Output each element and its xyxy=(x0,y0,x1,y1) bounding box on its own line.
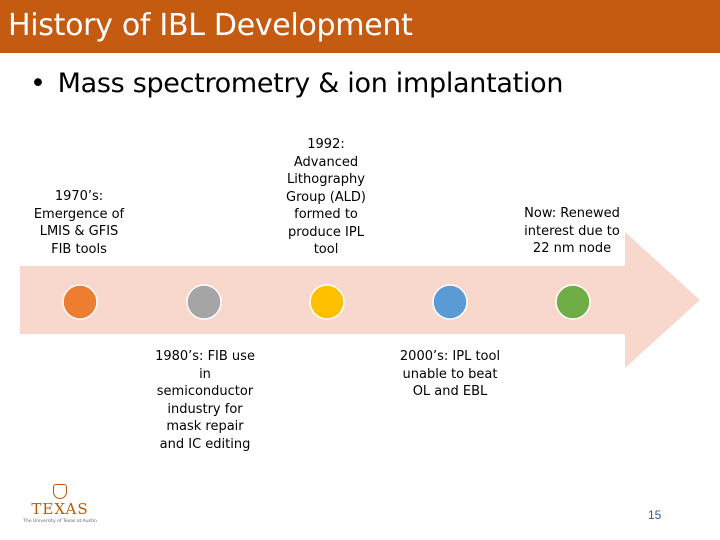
crest-icon xyxy=(53,484,67,499)
event-label-1980: 1980’s: FIB use in semiconductor industr… xyxy=(155,349,255,452)
slide-title: History of IBL Development xyxy=(8,8,413,43)
event-label-2000: 2000’s: IPL tool unable to beat OL and E… xyxy=(399,349,501,399)
university-logo: TEXAS The University of Texas at Austin xyxy=(20,484,100,528)
event-label-now: Now: Renewed interest due to 22 nm node xyxy=(524,206,620,256)
timeline-arrow xyxy=(20,232,700,368)
timeline-dot-now xyxy=(555,284,591,320)
logo-subtitle: The University of Texas at Austin xyxy=(23,519,97,524)
page-number: 15 xyxy=(648,508,662,522)
timeline-dot-1980 xyxy=(186,284,222,320)
timeline-dot-1992 xyxy=(309,284,345,320)
event-label-1970: 1970’s: Emergence of LMIS & GFIS FIB too… xyxy=(33,189,125,257)
bullet-point: • Mass spectrometry & ion implantation xyxy=(30,68,563,99)
timeline-dot-1970 xyxy=(62,284,98,320)
bullet-text: Mass spectrometry & ion implantation xyxy=(57,68,564,99)
event-label-1992: 1992: Advanced Lithography Group (ALD) f… xyxy=(286,137,366,257)
bullet-symbol: • xyxy=(30,68,46,99)
logo-wordmark: TEXAS xyxy=(31,500,89,518)
title-bar: History of IBL Development xyxy=(0,0,720,53)
timeline-dot-2000 xyxy=(432,284,468,320)
